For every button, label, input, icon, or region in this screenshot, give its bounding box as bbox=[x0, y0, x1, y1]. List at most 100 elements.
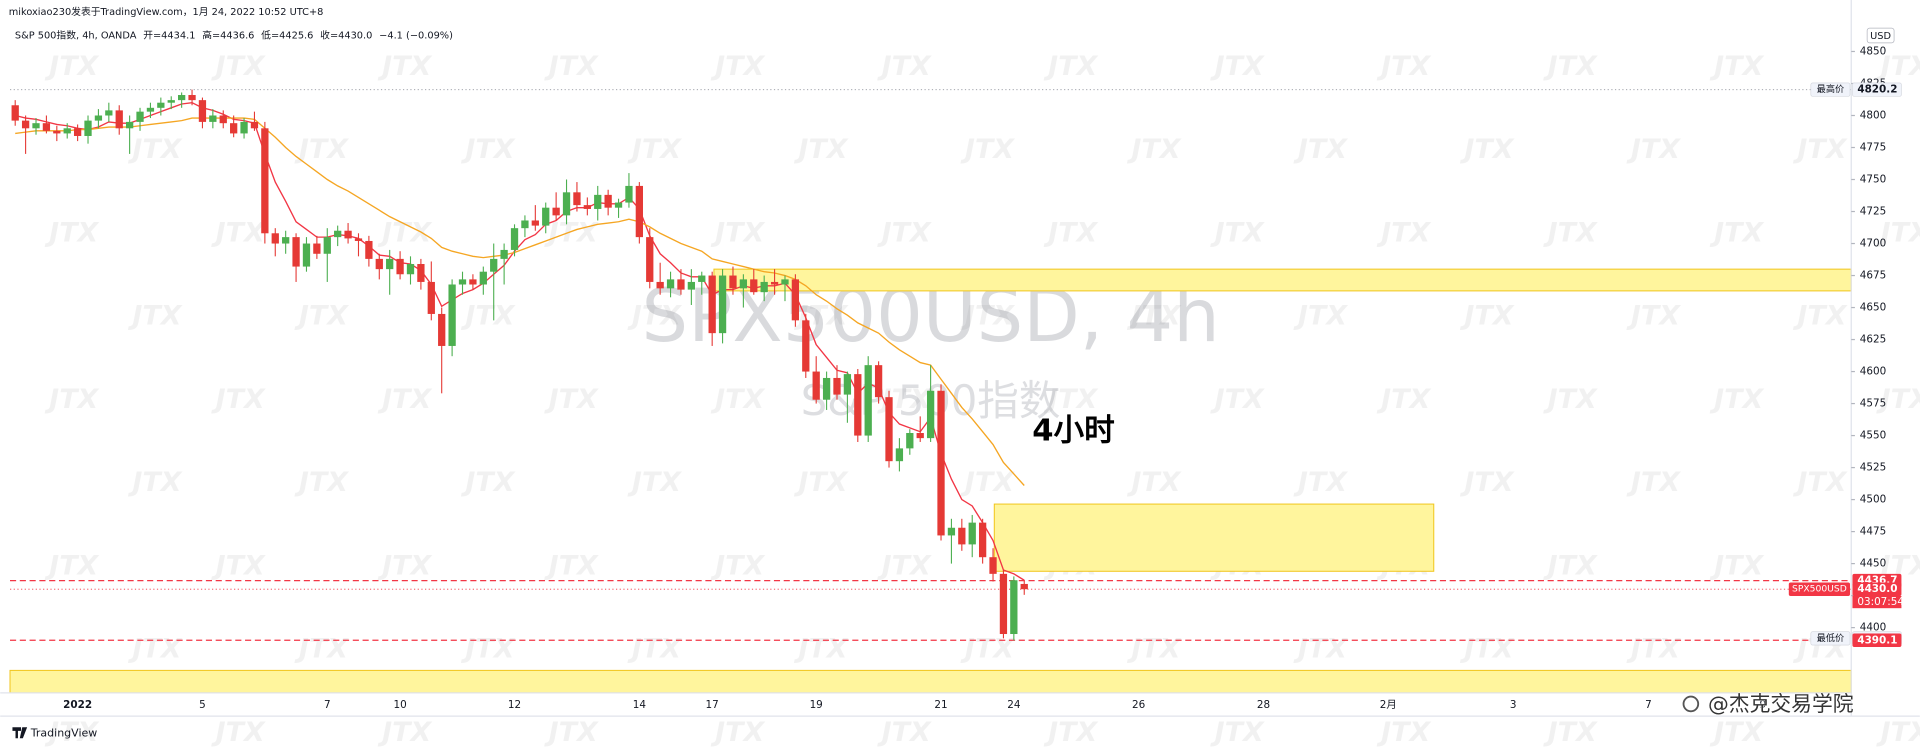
watermark: JTX bbox=[1043, 717, 1098, 748]
watermark: JTX bbox=[627, 134, 682, 165]
watermark: JTX bbox=[1543, 384, 1598, 415]
watermark: JTX bbox=[1376, 384, 1431, 415]
watermark: JTX bbox=[377, 384, 432, 415]
watermark: JTX bbox=[1792, 134, 1847, 165]
watermark: JTX bbox=[1043, 51, 1098, 82]
candle-body bbox=[375, 258, 383, 270]
candle-body bbox=[1020, 583, 1028, 590]
watermark: JTX bbox=[1043, 217, 1098, 248]
candle-body bbox=[125, 121, 134, 129]
watermark: JTX bbox=[1293, 634, 1348, 665]
watermark: JTX bbox=[1792, 467, 1847, 498]
symbol: S&P 500指数, 4h, OANDA bbox=[15, 29, 137, 42]
currency: USD bbox=[1870, 31, 1891, 42]
watermark: JTX bbox=[627, 467, 682, 498]
watermark: JTX bbox=[1459, 301, 1514, 332]
candle-body bbox=[770, 281, 779, 285]
x-tick-label: 12 bbox=[508, 699, 521, 711]
candle-body bbox=[521, 220, 529, 229]
x-tick-label: 7 bbox=[1645, 699, 1652, 711]
watermark: JTX bbox=[127, 301, 182, 332]
candle-body bbox=[854, 374, 862, 436]
watermark: JTX bbox=[127, 634, 182, 665]
y-tick-label: 4600 bbox=[1860, 366, 1886, 378]
candle-body bbox=[21, 120, 30, 129]
price-tag: 4430.0 bbox=[1857, 583, 1897, 595]
candle-body bbox=[895, 448, 904, 462]
candle-body bbox=[802, 320, 810, 372]
candle-body bbox=[812, 371, 820, 400]
watermark: JTX bbox=[377, 51, 432, 82]
candle-body bbox=[323, 237, 331, 254]
candle-body bbox=[73, 128, 82, 136]
watermark: JTX bbox=[377, 717, 432, 748]
watermark: JTX bbox=[1543, 550, 1598, 581]
x-tick-label: 26 bbox=[1132, 699, 1145, 711]
candle-body bbox=[573, 192, 581, 206]
candle-body bbox=[344, 230, 352, 239]
x-tick-label: 10 bbox=[393, 699, 406, 711]
candle-body bbox=[635, 185, 643, 238]
tradingview-logo[interactable] bbox=[12, 727, 28, 739]
watermark: JTX bbox=[544, 51, 599, 82]
watermark: JTX bbox=[377, 550, 432, 581]
watermark: JTX bbox=[127, 467, 182, 498]
candle-body bbox=[926, 390, 935, 439]
candle-body bbox=[614, 202, 623, 208]
countdown-box bbox=[1852, 595, 1902, 609]
watermark: JTX bbox=[544, 550, 599, 581]
candle-body bbox=[729, 275, 737, 289]
watermark: JTX bbox=[1459, 634, 1514, 665]
watermark: JTX bbox=[544, 384, 599, 415]
watermark: JTX bbox=[1293, 467, 1348, 498]
x-tick-label: 17 bbox=[706, 699, 719, 711]
candle-body bbox=[562, 192, 571, 216]
watermark: JTX bbox=[710, 717, 765, 748]
ohlc-open: 开=4434.1 bbox=[143, 31, 195, 42]
candle-body bbox=[94, 115, 103, 121]
watermark: JTX bbox=[1709, 51, 1764, 82]
level-tag-box bbox=[1810, 631, 1851, 646]
y-tick-label: 4450 bbox=[1860, 558, 1886, 570]
x-tick-label: 28 bbox=[1257, 699, 1270, 711]
candle-body bbox=[63, 128, 71, 134]
candle-body bbox=[271, 233, 279, 244]
candle-body bbox=[542, 207, 550, 226]
y-tick-label: 4750 bbox=[1860, 174, 1886, 186]
candle-body bbox=[490, 258, 498, 272]
candle-body bbox=[188, 95, 196, 101]
watermark: JTX bbox=[793, 134, 848, 165]
candle-body bbox=[833, 377, 841, 395]
candle-body bbox=[479, 271, 487, 285]
candle-body bbox=[354, 238, 363, 241]
candle-body bbox=[937, 390, 945, 536]
y-tick-label: 4800 bbox=[1860, 109, 1886, 121]
ohlc-low: 低=4425.6 bbox=[261, 29, 313, 42]
candle-body bbox=[386, 258, 394, 270]
x-axis: 2022 5 7 10 12 14 17 19 21 24 26 28 2月 3 7 9 bbox=[63, 699, 1766, 711]
candle-body bbox=[999, 573, 1008, 635]
candle-body bbox=[864, 365, 872, 436]
x-tick-label: 21 bbox=[934, 699, 947, 711]
x-tick-label: 24 bbox=[1007, 699, 1021, 711]
watermark: JTX bbox=[1043, 384, 1098, 415]
candle-body bbox=[250, 121, 259, 129]
candle-body bbox=[656, 281, 664, 289]
candle-body bbox=[708, 275, 716, 334]
watermark: JTX bbox=[1626, 634, 1681, 665]
candle-body bbox=[718, 275, 727, 334]
candle-body bbox=[406, 264, 415, 275]
watermark: JTX bbox=[294, 301, 349, 332]
watermark: JTX bbox=[211, 217, 266, 248]
candle-body bbox=[874, 365, 883, 398]
y-tick-label: 4775 bbox=[1860, 142, 1886, 154]
brand[interactable]: TradingView bbox=[30, 726, 97, 739]
watermark: JTX bbox=[627, 301, 682, 332]
levels bbox=[10, 89, 1852, 641]
watermark: JTX bbox=[877, 550, 932, 581]
price-tag-box bbox=[1852, 82, 1902, 97]
watermark: JTX bbox=[1293, 301, 1348, 332]
